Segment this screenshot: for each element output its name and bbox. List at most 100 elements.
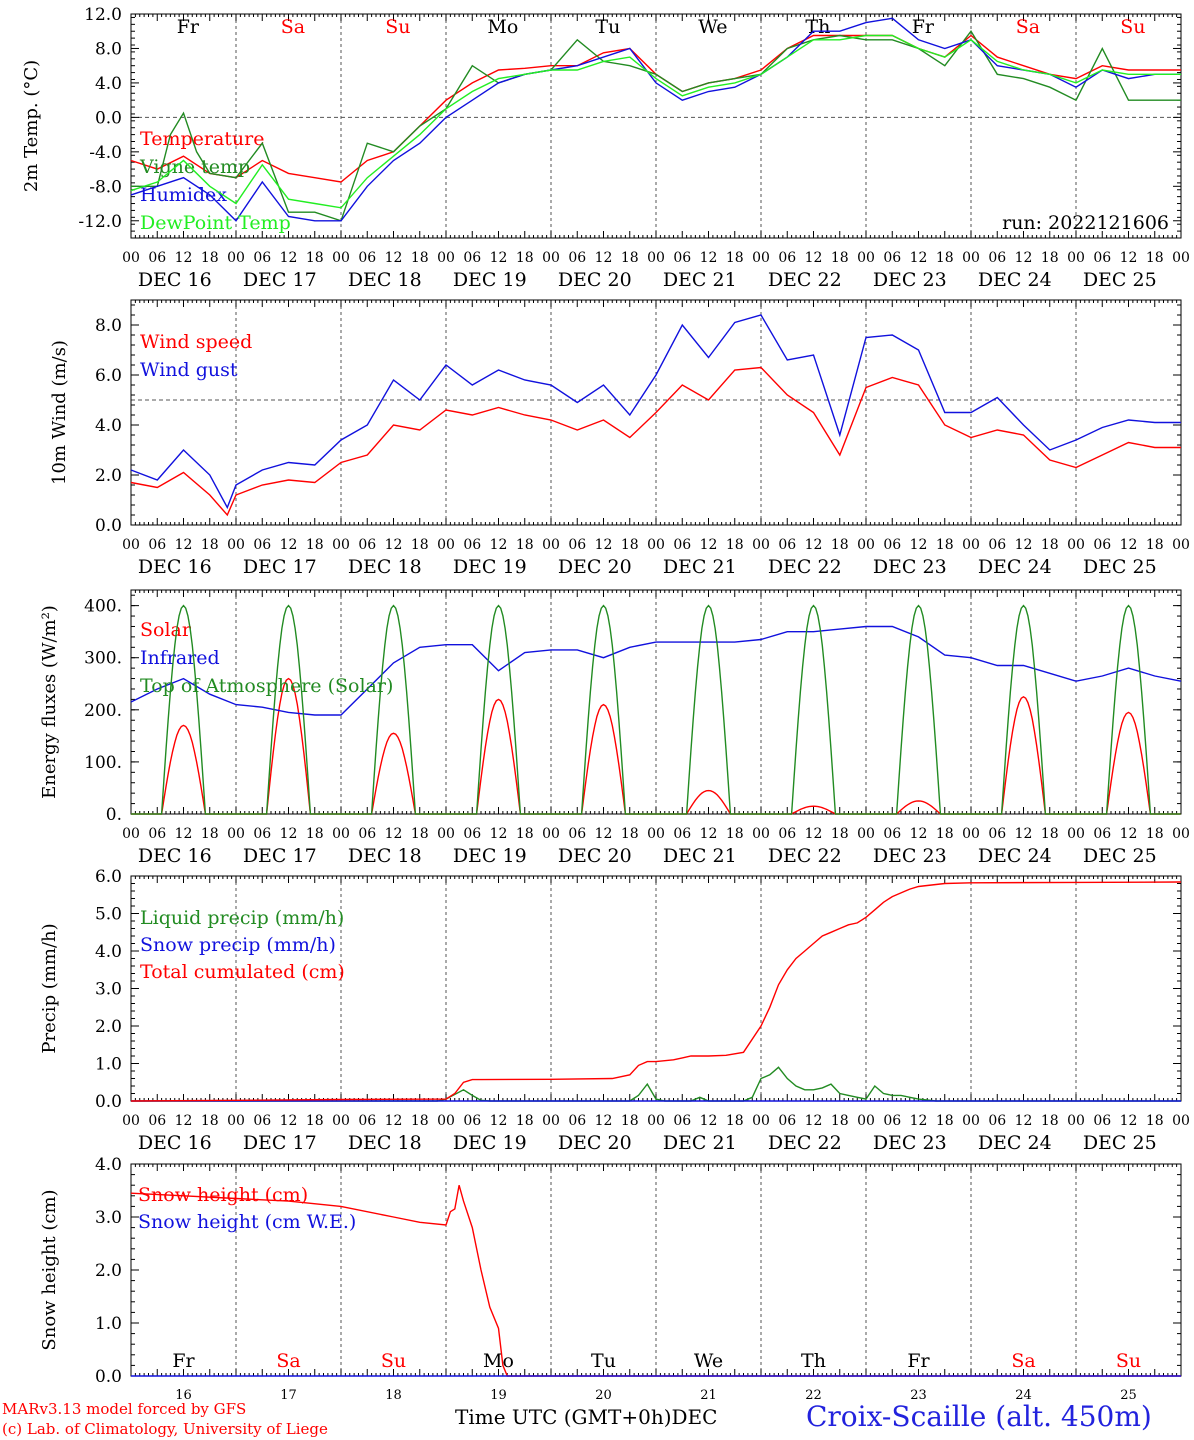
weekday-label: Fr [177,16,200,38]
date-label: DEC 19 [453,556,527,578]
hour-tick-label: 06 [253,537,271,553]
hour-tick-label: 18 [1041,537,1059,553]
hour-tick-label: 00 [647,826,665,842]
y-tick-label: 1.0 [95,1314,122,1334]
hour-tick-label: 18 [831,826,849,842]
day-number-label: 25 [1120,1388,1137,1403]
panel-1: 12.0 8.0 4.0 0.0 -4.0 -8.0 -12.0 2m Temp. (°C) 0… [21,5,1190,291]
legend-entry: Wind speed [140,331,252,353]
hour-tick-label: 12 [385,1113,403,1129]
legend-entry: Infrared [140,647,220,669]
hour-tick-label: 18 [306,537,324,553]
date-label: DEC 24 [978,556,1052,578]
legend-entry: Humidex [140,184,227,206]
hour-tick-label: 00 [1172,537,1190,553]
lab-credit: (c) Lab. of Climatology, University of L… [2,1420,328,1438]
hour-tick-label: 12 [910,250,928,266]
weekday-label: Mo [487,16,518,38]
hour-tick-label: 00 [227,1113,245,1129]
hour-tick-label: 00 [542,826,560,842]
date-label: DEC 16 [138,845,212,867]
hour-tick-label: 06 [463,826,481,842]
hour-tick-label: 12 [805,537,823,553]
date-label: DEC 21 [663,1132,737,1154]
hour-tick-label: 12 [175,1113,193,1129]
hour-tick-label: 12 [385,250,403,266]
date-label: DEC 18 [348,1132,422,1154]
date-label: DEC 22 [768,845,842,867]
hour-tick-label: 00 [962,537,980,553]
y-tick-label: 6.0 [95,366,122,386]
hour-tick-label: 00 [122,1113,140,1129]
hour-tick-label: 06 [568,537,586,553]
hour-tick-label: 18 [936,826,954,842]
hour-tick-label: 00 [1172,826,1190,842]
legend-entry: Snow precip (mm/h) [140,934,336,956]
hour-tick-label: 06 [1093,537,1111,553]
hour-tick-label: 00 [332,537,350,553]
y-tick-label: -12.0 [78,212,122,232]
hour-tick-label: 00 [857,826,875,842]
hour-tick-label: 00 [752,826,770,842]
time-axis-title: Time UTC (GMT+0h)DEC [455,1405,717,1429]
y-tick-label: 8.0 [95,316,122,336]
y-tick-label: 0.0 [95,108,122,128]
hour-tick-label: 00 [227,250,245,266]
hour-tick-label: 18 [621,537,639,553]
weekday-label: Fr [912,16,935,38]
hour-tick-label: 12 [1120,1113,1138,1129]
day-number-label: 17 [280,1388,297,1403]
hour-tick-label: 00 [752,250,770,266]
hour-tick-label: 18 [1146,537,1164,553]
y-tick-label: -4.0 [89,143,122,163]
weekday-label: Su [1120,16,1145,38]
weekday-label: Th [801,1350,826,1372]
date-label: DEC 19 [453,1132,527,1154]
y-tick-label: 300. [84,649,122,669]
legend-entry: Wind gust [140,359,238,381]
hour-tick-label: 06 [568,826,586,842]
y-tick-label: 0.0 [95,1367,122,1387]
station-title: Croix-Scaille (alt. 450m) [806,1400,1152,1433]
hour-tick-label: 06 [673,826,691,842]
y-tick-label: 0.0 [95,516,122,536]
weekday-label: We [698,16,727,38]
hour-tick-label: 00 [542,1113,560,1129]
hour-tick-label: 12 [175,250,193,266]
y-tick-label: 3.0 [95,980,122,1000]
hour-tick-label: 06 [1093,250,1111,266]
hour-tick-label: 12 [490,537,508,553]
hour-tick-label: 06 [148,537,166,553]
hour-tick-label: 12 [175,537,193,553]
day-number-label: 16 [175,1388,192,1403]
series-line-3 [131,604,1181,815]
hour-tick-label: 00 [227,826,245,842]
y-tick-label: -8.0 [89,177,122,197]
date-label: DEC 23 [873,845,947,867]
hour-tick-label: 06 [358,537,376,553]
hour-tick-label: 18 [1041,1113,1059,1129]
hour-tick-label: 18 [201,537,219,553]
weekday-label: Tu [591,1350,616,1372]
hour-tick-label: 18 [726,826,744,842]
hour-tick-label: 06 [253,1113,271,1129]
date-label: DEC 25 [1083,845,1157,867]
y-tick-label: 6.0 [95,867,122,887]
y-tick-label: 2.0 [95,1261,122,1281]
hour-tick-label: 18 [411,537,429,553]
hour-tick-label: 12 [1120,537,1138,553]
legend-entry: Liquid precip (mm/h) [140,907,344,929]
hour-tick-label: 18 [201,826,219,842]
hour-tick-label: 06 [778,537,796,553]
series-line-3 [130,17,1181,222]
date-label: DEC 25 [1083,269,1157,291]
legend-entry: Solar [140,619,192,641]
date-label: DEC 20 [558,269,632,291]
hour-tick-label: 06 [358,250,376,266]
series-line-1 [130,1185,1181,1377]
hour-tick-label: 12 [910,826,928,842]
hour-tick-label: 12 [1015,537,1033,553]
hour-tick-label: 18 [306,250,324,266]
hour-tick-label: 18 [726,250,744,266]
